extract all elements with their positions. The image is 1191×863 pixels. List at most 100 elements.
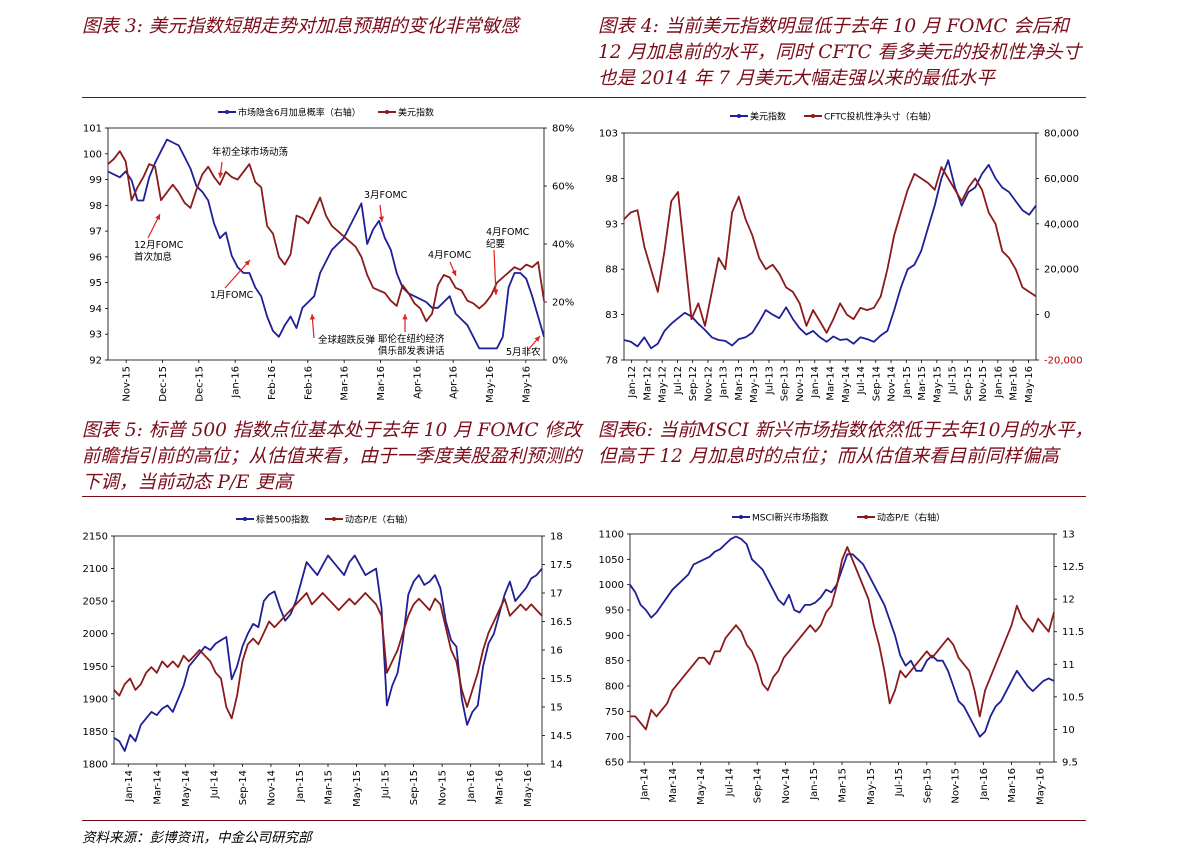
- caption-rule: [82, 97, 1086, 98]
- fig5-x-tick-label: Sep-14: [238, 770, 249, 805]
- fig5-x-tick-label: May-15: [352, 770, 363, 807]
- fig6-x-tick-label: Jan-14: [640, 768, 651, 801]
- fig5-series-line-1: [113, 554, 543, 752]
- fig6-y2-tick-label: 11.5: [1062, 627, 1084, 638]
- fig6-x-tick-label: Mar-15: [838, 768, 849, 803]
- fig4-x-tick-label: Sep-12: [688, 366, 699, 401]
- fig6-x-tick-label: Sep-14: [753, 768, 764, 803]
- fig5-series-line-2: [113, 592, 543, 720]
- fig4-x-tick-label: Nov-14: [887, 366, 898, 402]
- fig3-y-tick-label: 96: [89, 252, 102, 263]
- fig4-legend-marker: [737, 114, 741, 118]
- fig3-x-tick-label: May-16: [485, 366, 496, 403]
- fig6-y-tick-label: 900: [605, 631, 624, 642]
- fig5-y-tick-label: 2000: [83, 629, 108, 640]
- fig4-x-tick-label: May-16: [1024, 366, 1035, 403]
- fig6-y2-tick-label: 10: [1062, 725, 1075, 736]
- fig4-x-tick-label: Jul-12: [673, 366, 684, 395]
- fig4-x-tick-label: Sep-15: [963, 366, 974, 401]
- fig4-x-tick-label: Mar-14: [826, 366, 837, 401]
- fig5-y-tick-label: 1850: [83, 727, 108, 738]
- fig6-y2-tick-label: 10.5: [1062, 692, 1084, 703]
- fig6-x-tick-label: Nov-14: [781, 768, 792, 804]
- fig5-y-tick-label: 1800: [83, 760, 108, 771]
- figure-3-caption: 图表 3: 美元指数短期走势对加息预期的变化非常敏感: [82, 16, 519, 37]
- fig5-legend-label: 动态P/E（右轴）: [345, 514, 413, 526]
- fig6-series-line-2: [630, 546, 1055, 731]
- fig5-x-tick-label: Nov-14: [266, 770, 277, 806]
- fig5-y2-tick-label: 14.5: [550, 731, 572, 742]
- fig4-legend-marker: [811, 114, 815, 118]
- fig4-x-tick-label: Jan-13: [719, 366, 730, 399]
- fig3-x-tick-label: Apr-16: [412, 366, 423, 399]
- fig5-x-tick-label: Jul-14: [209, 770, 220, 799]
- fig4-y2-tick-label: 20,000: [1044, 265, 1079, 276]
- fig6-x-tick-label: Nov-15: [951, 768, 962, 804]
- fig5-x-tick-label: May-16: [523, 770, 534, 807]
- fig5-x-tick-label: Jul-15: [381, 770, 392, 799]
- fig5-x-tick-label: Mar-15: [324, 770, 335, 805]
- fig4-x-tick-label: Jan-16: [993, 366, 1004, 399]
- fig4-x-tick-label: Jul-14: [856, 366, 867, 395]
- fig3-y2-tick-label: 60%: [552, 182, 574, 193]
- fig4-x-tick-label: Mar-13: [734, 366, 745, 401]
- fig3-annotation: 耶伦在纽约经济: [378, 333, 445, 345]
- fig3-annotation: 俱乐部发表讲话: [378, 345, 445, 357]
- fig3-annotation-arrowhead: [402, 314, 408, 320]
- fig3-y-tick-label: 101: [83, 124, 102, 135]
- fig3-y2-tick-label: 20%: [552, 298, 574, 309]
- fig6-x-tick-label: May-15: [866, 768, 877, 805]
- fig3-annotation: 3月FOMC: [364, 190, 408, 201]
- fig3-annotation-arrow: [493, 249, 497, 296]
- fig3-y-tick-label: 97: [89, 227, 102, 238]
- fig4-x-tick-label: May-12: [658, 366, 669, 403]
- fig5-legend-marker: [332, 517, 336, 521]
- fig3-annotation-arrowhead: [155, 214, 160, 220]
- fig6-y-tick-label: 800: [605, 682, 624, 693]
- fig4-x-tick-label: Sep-13: [780, 366, 791, 401]
- fig6-legend-marker: [864, 515, 868, 519]
- fig6-x-tick-label: Sep-15: [922, 768, 933, 803]
- fig4-y2-tick-label: -20,000: [1044, 356, 1083, 367]
- fig3-y2-tick-label: 0%: [552, 356, 568, 367]
- fig5-y-tick-label: 1900: [83, 694, 108, 705]
- fig5-legend-marker: [243, 517, 247, 521]
- fig4-x-tick-label: May-14: [841, 366, 852, 403]
- fig4-y-tick-label: 88: [605, 265, 618, 276]
- fig3-series-line-1: [107, 138, 545, 350]
- fig3-y2-tick-label: 80%: [552, 124, 574, 135]
- fig3-y-tick-label: 95: [89, 278, 102, 289]
- fig3-annotation-arrowhead: [244, 260, 250, 266]
- fig3-y-tick-label: 94: [89, 304, 102, 315]
- fig3-annotation-arrowhead: [309, 314, 316, 320]
- fig5-y2-tick-label: 16: [550, 646, 563, 657]
- fig4-x-tick-label: Jan-15: [902, 366, 913, 399]
- fig4-x-tick-label: Jul-13: [764, 366, 775, 395]
- fig4-x-tick-label: Nov-15: [978, 366, 989, 402]
- fig3-annotation: 首次加息: [134, 251, 172, 263]
- fig6-y2-tick-label: 12.5: [1062, 562, 1084, 573]
- fig4-y-tick-label: 78: [605, 356, 618, 367]
- fig4-y-tick-label: 83: [605, 310, 618, 321]
- fig5-x-tick-label: Jan-14: [124, 770, 135, 803]
- fig4-series-line-1: [623, 159, 1037, 350]
- fig4-y2-tick-label: 40,000: [1044, 219, 1079, 230]
- fig6-series-line-1: [629, 535, 1055, 738]
- fig5-y2-tick-label: 17: [550, 589, 563, 600]
- fig3-x-tick-label: Mar-16: [340, 366, 351, 401]
- fig6-x-tick-label: Jul-15: [894, 768, 905, 797]
- fig4-x-tick-label: Mar-12: [642, 366, 653, 401]
- fig4-legend-label: CFTC投机性净头寸（右轴）: [824, 111, 937, 123]
- fig3-x-tick-label: Apr-16: [449, 366, 460, 399]
- fig4-x-tick-label: Jan-12: [627, 366, 638, 399]
- fig5-y2-tick-label: 17.5: [550, 560, 572, 571]
- fig4-y2-tick-label: 0: [1044, 310, 1050, 321]
- fig3-y-tick-label: 98: [89, 201, 102, 212]
- fig6-y2-tick-label: 11: [1062, 660, 1075, 671]
- fig3-legend-label: 市场隐含6月加息概率（右轴）: [238, 107, 361, 119]
- fig5-y2-tick-label: 18: [550, 532, 563, 543]
- fig5-x-tick-label: Jan-16: [466, 770, 477, 803]
- fig6-x-tick-label: Jan-15: [809, 768, 820, 801]
- fig6-y-tick-label: 850: [605, 656, 624, 667]
